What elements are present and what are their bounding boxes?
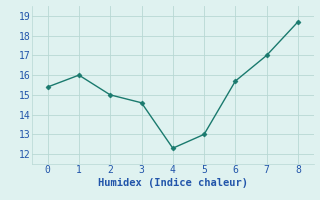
X-axis label: Humidex (Indice chaleur): Humidex (Indice chaleur)	[98, 178, 248, 188]
